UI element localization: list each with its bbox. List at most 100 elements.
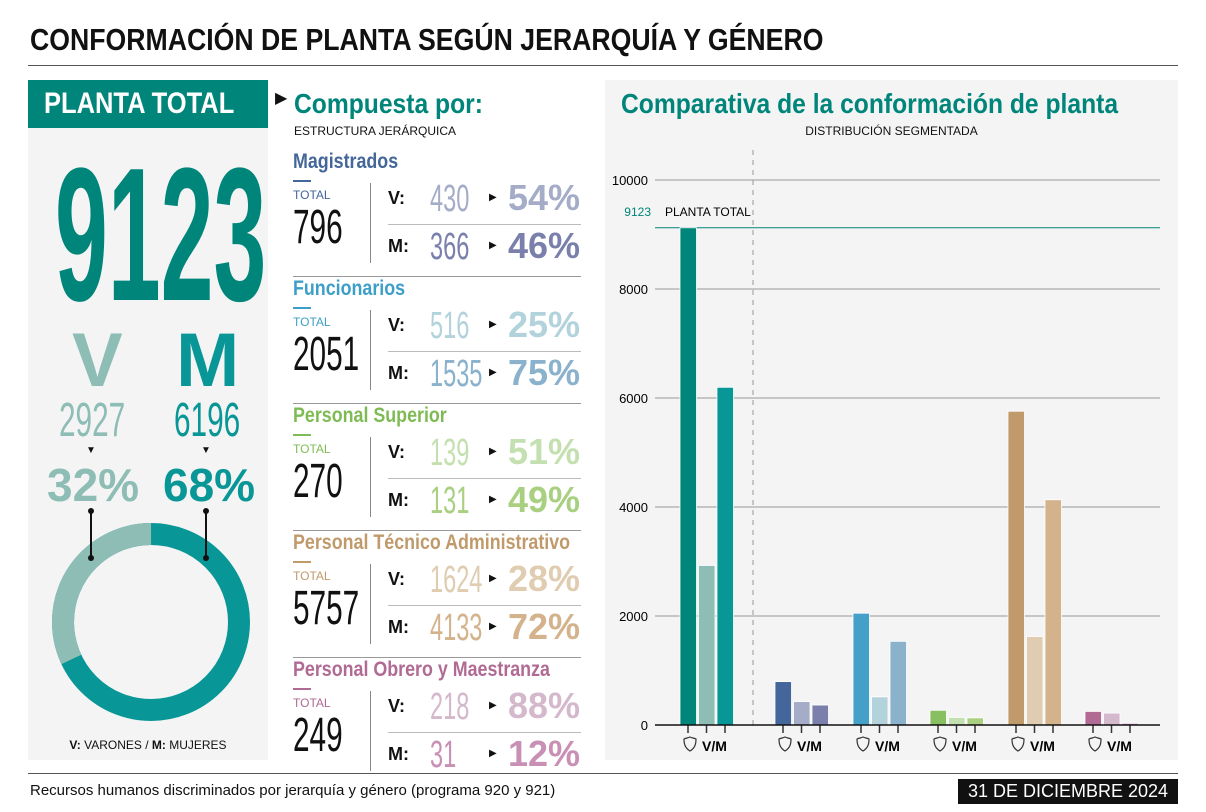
divider — [370, 183, 371, 263]
bar-2-2 — [889, 640, 907, 726]
v-label: V — [72, 318, 123, 403]
v-key: V: — [388, 569, 406, 589]
divider — [388, 478, 581, 479]
arrow-right-icon: ▶ — [489, 446, 497, 457]
date-badge: 31 DE DICIEMBRE 2024 — [958, 779, 1178, 804]
arrow-right-icon: ▶ — [489, 748, 497, 759]
group-label: V/M — [702, 738, 727, 754]
shield-icon — [683, 736, 697, 752]
bar-3-1 — [948, 717, 966, 726]
group-label: V/M — [1107, 738, 1132, 754]
divider — [388, 224, 581, 225]
m-row: M: 31 ▶ 12% — [388, 733, 581, 775]
v-count: 139 — [430, 432, 470, 474]
arrow-down-icon: ▼ — [86, 445, 96, 456]
divider — [370, 437, 371, 517]
arrow-right-icon: ▶ — [489, 240, 497, 251]
m-count: 6196 — [174, 394, 241, 447]
m-label: M — [176, 318, 240, 403]
accent-dash — [293, 180, 311, 182]
m-count: 4133 — [430, 607, 483, 649]
y-tick-label: 8000 — [619, 282, 648, 297]
divider — [293, 403, 581, 404]
planta-total-banner: PLANTA TOTAL — [28, 80, 268, 128]
bar-2-0 — [852, 612, 870, 726]
bar-4-2 — [1044, 499, 1062, 726]
total-label: TOTAL — [293, 315, 331, 329]
v-row: V: 516 ▶ 25% — [388, 305, 581, 347]
arrow-right-icon: ▶ — [489, 700, 497, 711]
category-block: Personal Técnico Administrativo TOTAL 57… — [293, 531, 581, 658]
banner-label: PLANTA TOTAL — [44, 87, 235, 120]
m-key: M: — [388, 617, 409, 637]
accent-dash — [293, 561, 311, 563]
category-block: Magistrados TOTAL 796 V: 430 ▶ 54% M: 366 ▶ 46… — [293, 150, 581, 277]
bar-0-0 — [679, 227, 697, 726]
donut-v-segment — [52, 523, 250, 721]
category-total: 249 — [293, 709, 343, 762]
category-total: 270 — [293, 455, 343, 508]
v-count: 1624 — [430, 559, 483, 601]
divider — [388, 605, 581, 606]
total-label: TOTAL — [293, 442, 331, 456]
v-count: 218 — [430, 686, 470, 728]
category-total: 2051 — [293, 328, 360, 381]
category-block: Personal Obrero y Maestranza TOTAL 249 V… — [293, 658, 581, 785]
bar-0-2 — [716, 386, 734, 726]
v-percent: 51% — [508, 431, 581, 472]
bar-3-0 — [929, 709, 947, 726]
arrow-right-icon: ▶ — [489, 319, 497, 330]
shield-icon — [778, 736, 792, 752]
v-row: V: 430 ▶ 54% — [388, 180, 581, 219]
total-label: TOTAL — [293, 696, 331, 710]
divider — [370, 564, 371, 644]
arrow-right-icon: ▶ — [275, 90, 288, 107]
composition-title: Compuesta por: — [294, 88, 483, 119]
m-row: M: 366 ▶ 46% — [388, 225, 581, 267]
category-name: Personal Técnico Administrativo — [293, 531, 571, 554]
arrow-down-icon: ▼ — [201, 445, 211, 456]
shield-icon — [1011, 736, 1025, 752]
category-name: Funcionarios — [293, 277, 406, 300]
v-count: 516 — [430, 305, 470, 347]
bar-2-1 — [871, 696, 889, 726]
v-row: V: 1624 ▶ 28% — [388, 558, 581, 601]
group-label: V/M — [797, 738, 822, 754]
divider — [28, 65, 1178, 66]
bar-1-2 — [811, 704, 829, 726]
v-percent: 32% — [47, 459, 140, 511]
arrow-right-icon: ▶ — [489, 192, 497, 203]
divider — [388, 732, 581, 733]
shield-icon — [933, 736, 947, 752]
reference-label: PLANTA TOTAL — [665, 205, 751, 219]
m-percent: 12% — [508, 733, 581, 774]
gender-legend: V: VARONES / M: MUJERES — [69, 738, 227, 752]
m-percent: 46% — [508, 225, 581, 266]
composition-subtitle: ESTRUCTURA JERÁRQUICA — [294, 124, 457, 138]
y-tick-label: 10000 — [612, 173, 648, 188]
arrow-right-icon: ▶ — [489, 573, 497, 584]
divider — [370, 310, 371, 390]
group-label: V/M — [1030, 738, 1055, 754]
chart-subtitle: DISTRIBUCIÓN SEGMENTADA — [805, 124, 978, 138]
v-key: V: — [388, 696, 406, 716]
bar-1-0 — [774, 681, 792, 726]
v-percent: 28% — [508, 558, 581, 599]
divider — [293, 657, 581, 658]
m-key: M: — [388, 236, 409, 256]
m-percent: 75% — [508, 352, 581, 393]
category-name: Personal Superior — [293, 404, 447, 427]
total-label: TOTAL — [293, 569, 331, 583]
category-total: 5757 — [293, 582, 360, 635]
m-row: M: 131 ▶ 49% — [388, 482, 581, 521]
bar-chart: 0 2000 4000 6000 8000 10000 9123 PLANTA TOTAL V/… — [612, 150, 1160, 754]
y-tick-label: 0 — [641, 718, 648, 733]
footer-note: Recursos humanos discriminados por jerar… — [30, 782, 556, 799]
v-percent: 88% — [508, 685, 581, 726]
accent-dash — [293, 434, 311, 436]
v-key: V: — [388, 188, 406, 208]
accent-dash — [293, 688, 311, 690]
accent-dash — [293, 307, 311, 309]
m-percent: 68% — [163, 459, 256, 511]
divider — [28, 773, 1178, 774]
